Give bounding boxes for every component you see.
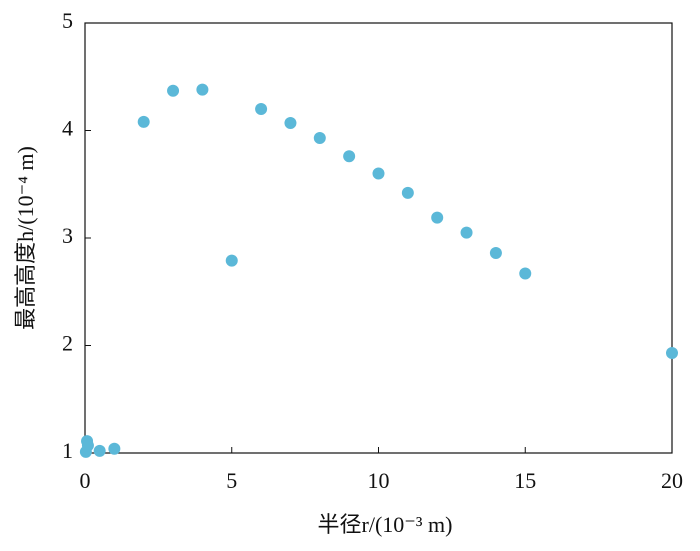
y-tick-label: 2 <box>62 331 73 356</box>
point <box>108 442 121 455</box>
point <box>81 439 94 452</box>
x-tick-label: 5 <box>226 468 237 493</box>
point <box>489 247 502 260</box>
x-tick-label: 15 <box>514 468 536 493</box>
point <box>196 83 209 96</box>
y-tick-label: 5 <box>62 8 73 33</box>
y-axis-label: 最高高度h/(10⁻⁴ m) <box>13 146 38 330</box>
point <box>167 84 180 97</box>
point <box>225 254 238 267</box>
point <box>666 347 678 360</box>
point <box>431 211 444 224</box>
y-tick-label: 3 <box>62 223 73 248</box>
y-tick-label: 4 <box>62 116 73 141</box>
point <box>255 103 268 115</box>
point <box>284 116 297 129</box>
point <box>372 167 385 180</box>
point <box>343 150 356 163</box>
x-tick-label: 0 <box>80 468 91 493</box>
point <box>519 267 532 280</box>
point <box>401 186 414 199</box>
x-tick-label: 10 <box>368 468 390 493</box>
point <box>137 115 150 128</box>
x-tick-label: 20 <box>661 468 683 493</box>
point <box>93 444 106 457</box>
y-tick-label: 1 <box>62 438 73 463</box>
point <box>460 226 473 239</box>
x-axis-label: 半径r/(10⁻³ m) <box>318 512 453 537</box>
point <box>313 132 326 145</box>
